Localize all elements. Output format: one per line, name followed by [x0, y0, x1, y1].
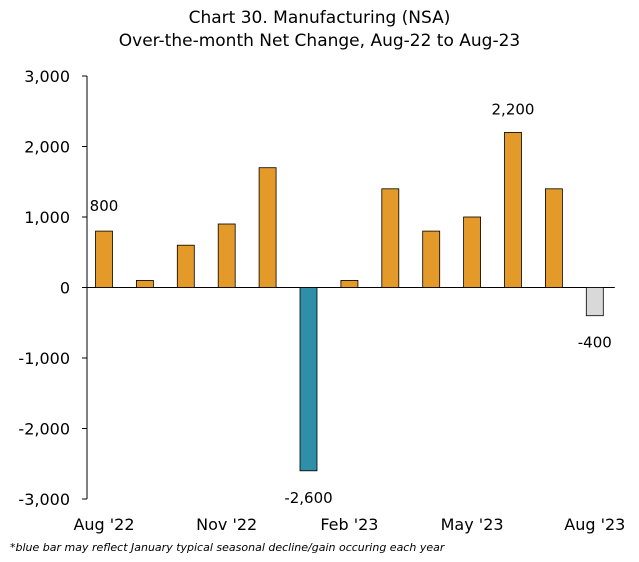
chart-footnote: *blue bar may reflect January typical se…	[10, 541, 445, 554]
bar	[340, 279, 359, 288]
bar	[463, 216, 482, 288]
bar	[545, 188, 563, 288]
bar	[176, 244, 195, 288]
chart-title: Chart 30. Manufacturing (NSA)	[188, 8, 451, 28]
y-tick-label: -3,000	[18, 490, 70, 509]
bar	[135, 279, 154, 288]
x-tick-label: Aug '22	[73, 515, 134, 534]
bar	[422, 230, 441, 288]
bar	[217, 223, 236, 288]
bar	[95, 230, 113, 288]
x-tick-label: May '23	[441, 515, 504, 534]
x-tick-label: Nov '22	[196, 515, 257, 534]
data-label: -2,600	[284, 489, 332, 507]
data-label: -400	[578, 334, 612, 352]
bar	[585, 287, 604, 317]
y-tick-label: 2,000	[24, 138, 70, 157]
y-tick-label: 3,000	[24, 67, 70, 86]
y-tick-label: 1,000	[24, 208, 70, 227]
data-label: 800	[90, 197, 119, 215]
y-tick-label: 0	[60, 279, 70, 298]
bar	[258, 167, 277, 288]
x-tick-label: Aug '23	[564, 515, 625, 534]
chart-subtitle: Over-the-month Net Change, Aug-22 to Aug…	[118, 31, 521, 51]
bar	[299, 287, 318, 472]
data-label: 2,200	[492, 100, 535, 118]
y-tick-label: -1,000	[18, 349, 70, 368]
bar	[504, 131, 522, 288]
y-tick-label: -2,000	[18, 420, 70, 439]
bar	[381, 188, 400, 288]
x-tick-label: Feb '23	[320, 515, 378, 534]
